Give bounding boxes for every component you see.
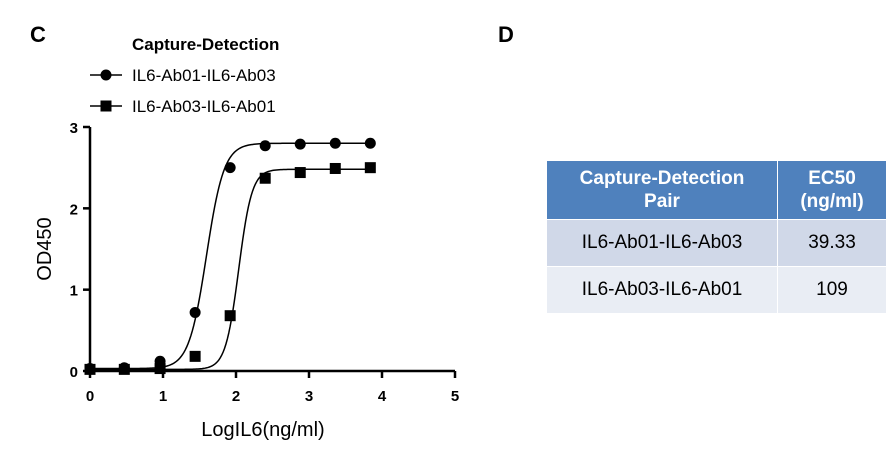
cell-pair: IL6-Ab01-IL6-Ab03	[546, 219, 778, 267]
header-ec50: EC50 (ng/ml)	[777, 160, 887, 220]
ec50-table: Capture-Detection Pair EC50 (ng/ml) IL6-Ab…	[546, 160, 887, 314]
chart-legend: IL6-Ab01-IL6-Ab03 IL6-Ab03-IL6-Ab01	[90, 66, 276, 116]
tick-labels: 0 1 2 3 4 5 0 1 2 3	[70, 120, 460, 405]
data-point-square	[364, 162, 376, 174]
table-row: IL6-Ab03-IL6-Ab01 109	[546, 266, 887, 314]
data-point-square	[118, 363, 130, 375]
y-tick-label: 0	[70, 364, 78, 381]
x-tick-label: 5	[451, 388, 459, 405]
axis-ticks	[83, 125, 457, 378]
x-tick-label: 1	[159, 388, 167, 405]
x-axis-label: LogIL6(ng/ml)	[201, 419, 324, 441]
legend-square-marker	[100, 100, 112, 112]
legend-circle-marker	[100, 69, 112, 81]
data-point-square	[294, 167, 306, 179]
data-points	[84, 137, 376, 375]
y-tick-label: 1	[70, 283, 78, 300]
x-tick-label: 3	[305, 388, 313, 405]
data-point-circle	[364, 137, 376, 149]
data-point-square	[259, 172, 271, 184]
data-point-circle	[329, 137, 341, 149]
ec50-table-container: Capture-Detection Pair EC50 (ng/ml) IL6-Ab…	[546, 160, 887, 314]
x-tick-label: 4	[378, 388, 387, 405]
fit-curves	[90, 142, 371, 371]
y-axis-label: OD450	[34, 217, 56, 280]
y-tick-label: 2	[70, 201, 78, 218]
cell-ec50: 109	[777, 266, 887, 314]
legend-title: Capture-Detection	[132, 35, 279, 54]
data-point-square	[189, 350, 201, 362]
data-point-circle	[259, 140, 271, 152]
fit-curve-ab01-ab03	[90, 142, 371, 370]
legend-entry-label: IL6-Ab03-IL6-Ab01	[132, 97, 276, 116]
x-tick-label: 2	[232, 388, 240, 405]
table-row: IL6-Ab01-IL6-Ab03 39.33	[546, 219, 887, 267]
data-point-square	[154, 363, 166, 375]
data-point-square	[329, 162, 341, 174]
fit-curve-ab03-ab01	[90, 168, 371, 371]
table-header-row: Capture-Detection Pair EC50 (ng/ml)	[546, 160, 887, 220]
panel-d-label: D	[498, 22, 514, 47]
data-point-circle	[294, 138, 306, 150]
data-point-square	[84, 363, 96, 375]
data-point-square	[224, 310, 236, 322]
legend-entry-label: IL6-Ab01-IL6-Ab03	[132, 66, 276, 85]
header-capture-detection-pair: Capture-Detection Pair	[546, 160, 778, 220]
data-point-circle	[224, 162, 236, 174]
cell-pair: IL6-Ab03-IL6-Ab01	[546, 266, 778, 314]
x-tick-label: 0	[86, 388, 94, 405]
y-tick-label: 3	[70, 120, 78, 137]
panel-c-label: C	[30, 22, 46, 47]
cell-ec50: 39.33	[777, 219, 887, 267]
data-point-circle	[189, 306, 201, 318]
